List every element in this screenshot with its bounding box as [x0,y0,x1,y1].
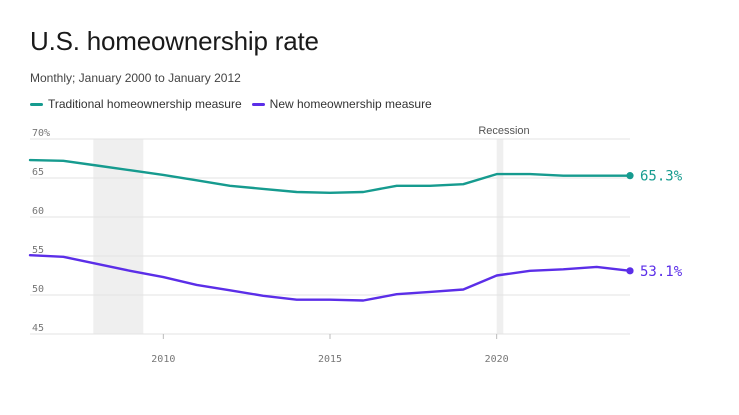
legend-item-new: New homeownership measure [251,97,432,111]
y-axis-ticks: 45 50 55 60 65 70% [32,128,50,334]
x-tick-label-2010: 2010 [151,354,175,365]
chart-subtitle: Monthly; January 2000 to January 2012 [30,71,241,85]
series-end-dot-traditional [626,172,634,180]
y-tick-label-45: 45 [32,323,44,334]
legend-label-traditional: Traditional homeownership measure [48,97,242,111]
gridlines [30,138,630,335]
legend-swatch-traditional [30,102,43,106]
series-lines [28,158,632,302]
recession-label: Recession [478,125,529,137]
legend-item-traditional: Traditional homeownership measure [30,97,242,111]
series-end-label-new: 53.1% [640,264,683,280]
x-tick-label-2015: 2015 [318,354,342,365]
y-tick-label-50: 50 [32,284,44,295]
legend-label-new: New homeownership measure [269,97,432,111]
series-end-markers: 65.3% 53.1% [626,169,683,280]
y-tick-label-55: 55 [32,245,44,256]
legend-swatch-new [251,102,265,106]
x-tick-label-2020: 2020 [485,354,509,365]
chart-title: U.S. homeownership rate [30,26,319,56]
series-line-traditional [28,158,632,194]
series-end-label-traditional: 65.3% [640,169,683,185]
series-line-new [28,254,632,302]
series-end-dot-new [626,267,634,275]
y-tick-label-70: 70% [32,128,50,139]
y-tick-label-65: 65 [32,167,44,178]
y-tick-label-60: 60 [32,206,44,217]
x-axis-ticks: 2010 2015 2020 [151,334,509,365]
recession-shading: Recession [93,125,530,334]
recession-band-1 [496,139,504,334]
chart-legend: Traditional homeownership measure New ho… [30,97,442,111]
